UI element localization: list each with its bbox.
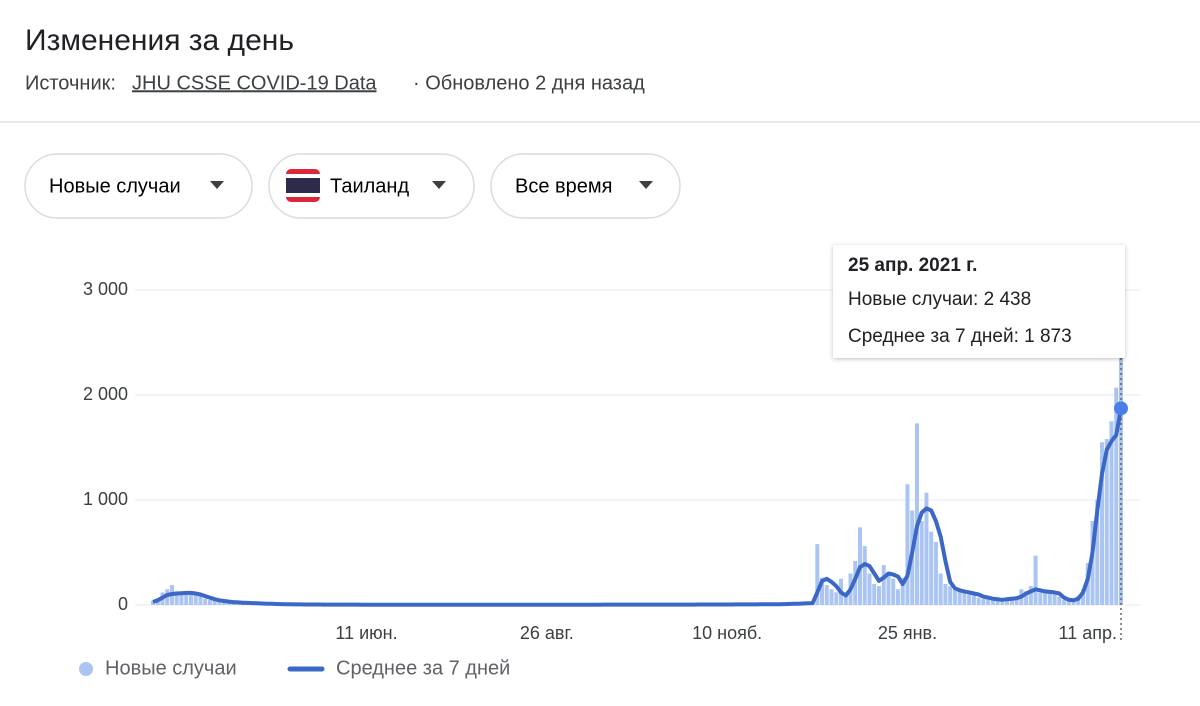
dropdown-label: Новые случаи bbox=[49, 175, 181, 197]
bar bbox=[929, 532, 933, 606]
filter-region[interactable]: Таиланд bbox=[269, 154, 474, 218]
bar bbox=[915, 423, 919, 605]
legend-label: Новые случаи bbox=[105, 657, 237, 679]
x-tick-label: 11 июн. bbox=[335, 623, 397, 643]
bar bbox=[939, 574, 943, 606]
bar bbox=[920, 521, 924, 605]
tooltip-line: Среднее за 7 дней: 1 873 bbox=[848, 326, 1072, 347]
x-tick-label: 10 нояб. bbox=[692, 623, 762, 643]
bar bbox=[877, 586, 881, 605]
updated: · Обновлено 2 дня назад bbox=[413, 72, 645, 94]
bar bbox=[1110, 421, 1114, 605]
bar bbox=[891, 579, 895, 605]
bar bbox=[868, 574, 872, 606]
bar bbox=[962, 592, 966, 605]
x-tick-label: 11 апр. bbox=[1059, 623, 1117, 643]
plot: 0 1 000 2 000 3 000 11 июн. 26 авг. 10 нояб. 25… bbox=[79, 245, 1140, 679]
bar bbox=[203, 599, 207, 605]
dropdown-label: Таиланд bbox=[330, 175, 409, 197]
bar bbox=[972, 596, 976, 605]
bar bbox=[1053, 595, 1057, 606]
source-label: Источник: bbox=[25, 72, 116, 94]
flag bbox=[286, 169, 320, 202]
bar bbox=[1038, 592, 1042, 605]
y-tick-label: 3 000 bbox=[83, 279, 128, 299]
source-link[interactable]: JHU CSSE COVID-19 Data bbox=[132, 72, 377, 94]
filter-metric[interactable]: Новые случаи bbox=[25, 154, 252, 218]
bar bbox=[886, 574, 890, 606]
bar bbox=[981, 599, 985, 605]
tooltip-date: 25 апр. 2021 г. bbox=[848, 255, 977, 276]
legend-label: Среднее за 7 дней bbox=[336, 657, 510, 679]
bar bbox=[1057, 597, 1061, 605]
bar bbox=[896, 589, 900, 605]
hover-dot bbox=[1114, 401, 1128, 415]
bar bbox=[1119, 349, 1123, 605]
bar bbox=[977, 598, 981, 605]
bar bbox=[967, 595, 971, 606]
bar bbox=[882, 565, 886, 605]
x-tick-label: 26 авг. bbox=[520, 623, 574, 643]
bar bbox=[1062, 600, 1066, 605]
filter-period[interactable]: Все время bbox=[491, 154, 680, 218]
bar bbox=[208, 600, 212, 605]
y-tick-label: 0 bbox=[118, 594, 128, 614]
bar bbox=[934, 542, 938, 605]
bar bbox=[1034, 556, 1038, 605]
bar bbox=[830, 589, 834, 605]
bar bbox=[1048, 592, 1052, 605]
bar bbox=[872, 584, 876, 605]
dropdown-label: Все время bbox=[515, 175, 612, 197]
bar bbox=[825, 585, 829, 605]
legend-swatch bbox=[79, 662, 93, 676]
bar bbox=[863, 546, 867, 605]
y-tick-label: 2 000 bbox=[83, 384, 128, 404]
tooltip-line: Новые случаи: 2 438 bbox=[848, 289, 1031, 310]
y-tick-label: 1 000 bbox=[83, 489, 128, 509]
x-tick-label: 25 янв. bbox=[878, 623, 937, 643]
line bbox=[153, 408, 1121, 604]
bar bbox=[834, 592, 838, 605]
bar bbox=[948, 586, 952, 605]
bar bbox=[905, 484, 909, 605]
bar bbox=[943, 584, 947, 605]
title: Изменения за день bbox=[25, 24, 294, 57]
